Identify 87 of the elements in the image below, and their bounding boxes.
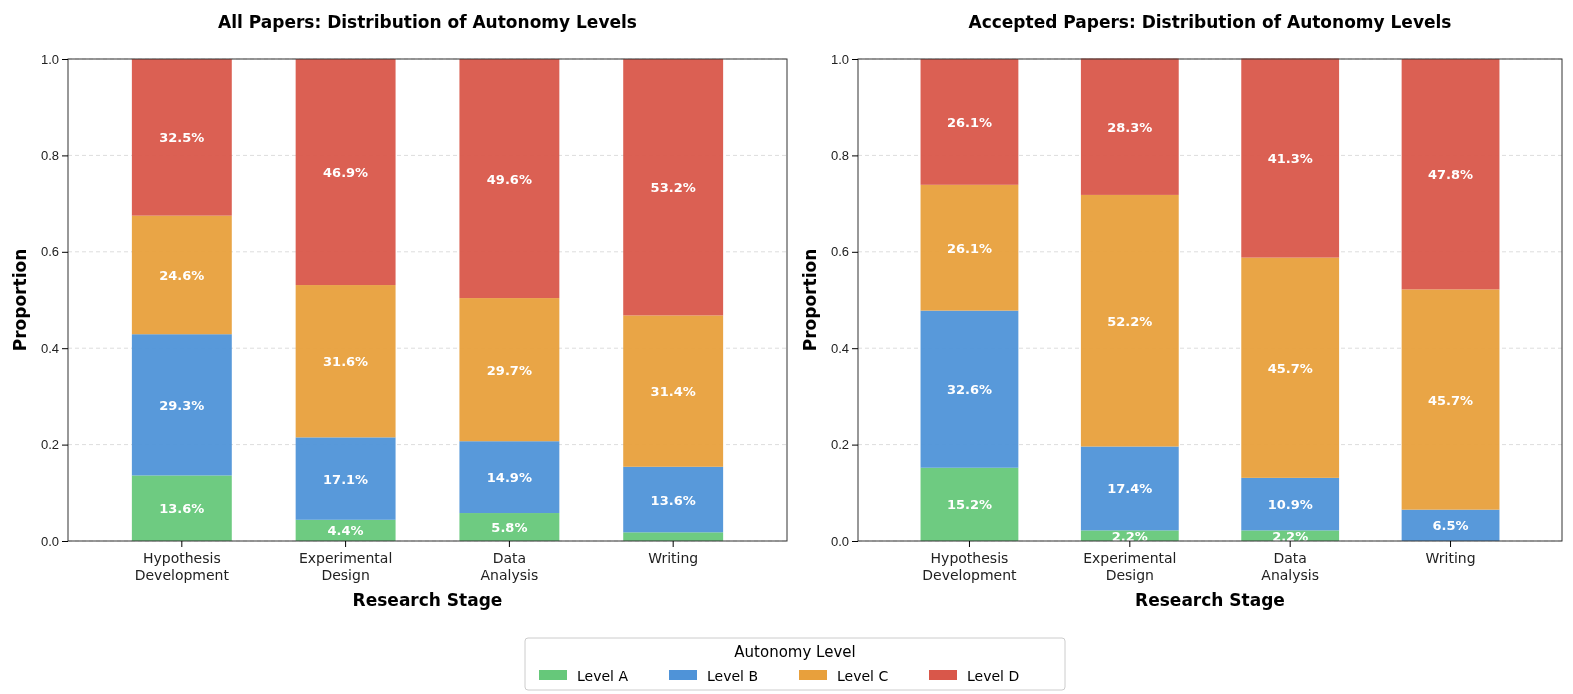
x-axis-title: Research Stage	[1135, 590, 1285, 610]
data-label: 32.5%	[159, 130, 205, 146]
data-label: 13.6%	[159, 501, 205, 517]
y-tick-label: 0.0	[40, 533, 59, 549]
x-tick-label: Experimental Design	[1083, 550, 1177, 583]
bar	[1241, 58, 1340, 258]
data-label: 5.8%	[491, 520, 528, 536]
data-label: 32.6%	[946, 382, 993, 398]
bar	[131, 59, 232, 216]
x-tick-label: Hypothesis Development	[134, 550, 230, 583]
y-axis-title: Proportion	[800, 248, 820, 352]
bar	[459, 298, 560, 442]
data-label: 53.2%	[650, 180, 696, 196]
bar	[131, 475, 232, 541]
bar	[1401, 289, 1500, 510]
legend-label: Level B	[707, 668, 759, 684]
bar	[920, 184, 1019, 311]
data-label: 6.5%	[1432, 518, 1469, 534]
bar	[1241, 257, 1340, 478]
bar	[459, 59, 560, 299]
y-tick-label: 0.4	[40, 340, 59, 356]
legend-label: Level D	[967, 668, 1020, 684]
data-label: 28.3%	[1107, 119, 1153, 135]
bar	[131, 334, 232, 476]
bar	[295, 285, 396, 438]
data-label: 14.9%	[486, 470, 532, 486]
data-label: 26.1%	[946, 240, 993, 256]
bar	[623, 466, 724, 533]
x-tick-label: Experimental Design	[298, 550, 393, 583]
bar	[295, 59, 396, 286]
legend-label: Level A	[577, 668, 629, 684]
bar	[1080, 194, 1179, 447]
y-tick-label: 0.8	[830, 148, 849, 164]
data-label: 17.1%	[323, 471, 369, 487]
data-label: 29.7%	[486, 362, 532, 378]
bar	[920, 59, 1019, 185]
data-label: 17.4%	[1107, 481, 1153, 497]
bar	[623, 315, 724, 467]
data-label: 31.4%	[650, 384, 696, 400]
y-tick-label: 0.2	[830, 437, 849, 453]
chart-title: All Papers: Distribution of Autonomy Levels	[218, 12, 637, 32]
data-label: 31.6%	[323, 354, 369, 370]
bar	[1080, 446, 1179, 531]
bar	[623, 532, 724, 541]
data-label: 2.2%	[1111, 528, 1148, 544]
data-label: 29.3%	[159, 397, 205, 413]
data-label: 10.9%	[1267, 497, 1313, 513]
data-label: 47.8%	[1427, 167, 1474, 183]
legend-label: Level C	[837, 668, 889, 684]
data-label: 2.2%	[1272, 528, 1309, 544]
y-tick-label: 0.4	[830, 340, 849, 356]
y-axis-title: Proportion	[10, 248, 30, 352]
data-label: 15.2%	[946, 497, 993, 513]
bar	[459, 441, 560, 514]
y-tick-label: 0.8	[40, 148, 59, 164]
x-tick-label: Hypothesis Development	[922, 550, 1018, 583]
data-label: 26.1%	[946, 114, 993, 130]
x-tick-label: Writing	[648, 550, 699, 566]
data-label: 49.6%	[486, 171, 532, 187]
data-label: 24.6%	[159, 267, 205, 283]
bar	[1241, 477, 1340, 531]
x-tick-label: Writing	[1425, 550, 1476, 566]
data-label: 45.7%	[1267, 360, 1313, 376]
legend-title: Autonomy Level	[734, 643, 856, 661]
x-tick-label: Data Analysis	[1261, 550, 1320, 583]
data-label: 46.9%	[323, 165, 369, 181]
data-label: 45.7%	[1427, 392, 1474, 408]
bar	[131, 215, 232, 335]
chart-title: Accepted Papers: Distribution of Autonomy Levels	[968, 12, 1452, 32]
bar	[920, 310, 1019, 468]
data-label: 4.4%	[327, 523, 364, 539]
x-tick-label: Data Analysis	[480, 550, 539, 583]
bar	[623, 59, 724, 316]
data-label: 41.3%	[1267, 151, 1313, 167]
x-axis-title: Research Stage	[352, 590, 503, 610]
bar	[295, 437, 396, 520]
bar	[1080, 58, 1179, 195]
y-tick-label: 0.2	[40, 437, 59, 453]
y-tick-label: 0.0	[830, 533, 849, 549]
bar	[1401, 59, 1500, 290]
y-tick-label: 1.0	[830, 51, 849, 67]
data-label: 13.6%	[650, 492, 696, 508]
data-label: 52.2%	[1107, 313, 1153, 329]
y-tick-label: 0.6	[40, 244, 59, 260]
bar	[920, 467, 1019, 541]
y-tick-label: 1.0	[40, 51, 59, 67]
y-tick-label: 0.6	[830, 244, 849, 260]
